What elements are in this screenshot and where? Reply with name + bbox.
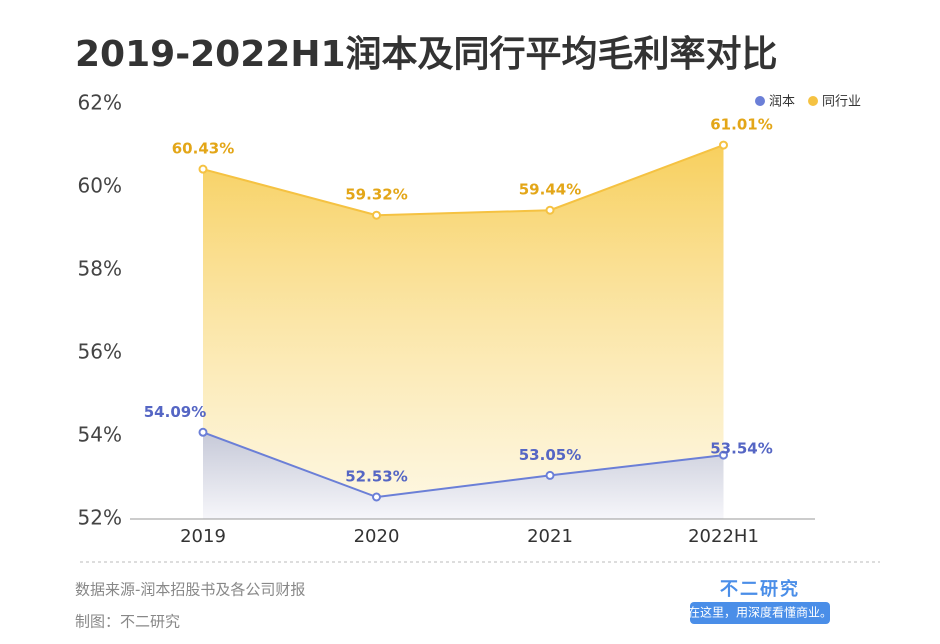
y-tick-label: 52% bbox=[78, 506, 122, 530]
area bbox=[203, 145, 724, 519]
y-tick-label: 60% bbox=[78, 174, 122, 198]
point bbox=[372, 210, 381, 220]
legend-marker bbox=[755, 96, 765, 106]
area bbox=[203, 432, 724, 519]
point bbox=[372, 492, 381, 502]
slogan-badge bbox=[690, 602, 830, 624]
credit: 制图：不二研究 bbox=[75, 613, 180, 631]
x-tick-label: 2021 bbox=[527, 526, 573, 547]
x-tick-label: 2019 bbox=[180, 526, 226, 547]
point bbox=[545, 470, 555, 480]
y-tick-label: 56% bbox=[78, 340, 122, 364]
x-tick-label: 2022H1 bbox=[688, 526, 759, 547]
legend-label: 同行业 bbox=[822, 95, 861, 110]
point bbox=[198, 427, 208, 437]
value-label: 54.09% bbox=[144, 403, 206, 421]
chart-title: 2019-2022H1润本及同行平均毛利率对比 bbox=[75, 34, 778, 75]
y-tick-label: 54% bbox=[78, 423, 122, 447]
y-tick-label: 58% bbox=[78, 257, 122, 281]
y-tick-label: 62% bbox=[78, 91, 122, 115]
value-label: 61.01% bbox=[710, 116, 772, 134]
value-label: 52.53% bbox=[345, 468, 407, 486]
x-tick-label: 2020 bbox=[354, 526, 400, 547]
value-label: 59.32% bbox=[345, 186, 407, 204]
point bbox=[545, 205, 555, 215]
brand: 不二研究 bbox=[720, 578, 800, 600]
line bbox=[202, 144, 724, 217]
value-label: 53.54% bbox=[710, 440, 772, 458]
slogan: 在这里，用深度看懂商业。 bbox=[688, 605, 832, 620]
legend-label: 润本 bbox=[769, 95, 795, 110]
point bbox=[719, 450, 728, 460]
point bbox=[719, 140, 728, 150]
line bbox=[202, 431, 724, 499]
source: 数据来源-润本招股书及各公司财报 bbox=[75, 581, 305, 599]
value-label: 53.05% bbox=[519, 446, 581, 464]
legend-marker bbox=[808, 96, 819, 106]
point bbox=[198, 164, 208, 174]
value-label: 59.44% bbox=[519, 181, 581, 199]
value-label: 60.43% bbox=[172, 140, 234, 158]
